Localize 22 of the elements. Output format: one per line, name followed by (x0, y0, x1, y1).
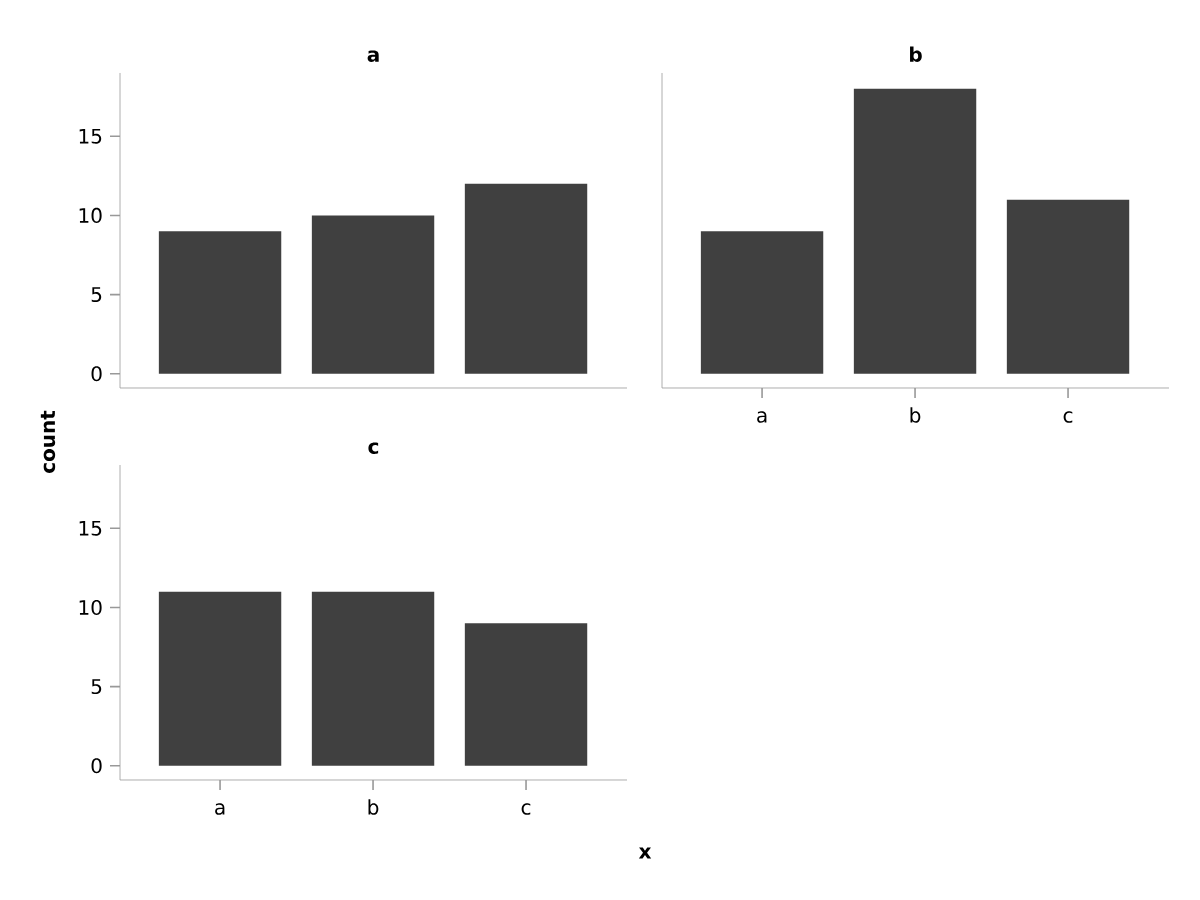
y-tick-label: 5 (91, 679, 102, 695)
chart-title: c (368, 442, 379, 454)
x-axis-title: x (638, 847, 652, 859)
y-tick-label: 0 (91, 366, 102, 382)
y-tick-label: 5 (91, 287, 102, 303)
bar (311, 215, 435, 374)
y-tick-label: 10 (79, 207, 102, 224)
y-tick-label: 0 (91, 758, 102, 774)
bar (158, 231, 282, 374)
y-tick-label: 15 (79, 128, 102, 144)
y-tick-label: 10 (79, 599, 102, 616)
x-tick-label: a (757, 411, 767, 423)
x-tick-label: a (215, 803, 225, 815)
y-tick-label: 15 (79, 520, 102, 536)
x-tick-label: b (910, 407, 921, 423)
chart-title: a (367, 50, 379, 62)
x-tick-label: b (368, 799, 379, 815)
bar (464, 183, 588, 374)
y-axis-title: count (40, 410, 56, 473)
chart-title: b (910, 46, 922, 62)
x-tick-label: c (1063, 411, 1073, 423)
x-tick-label: c (521, 803, 531, 815)
